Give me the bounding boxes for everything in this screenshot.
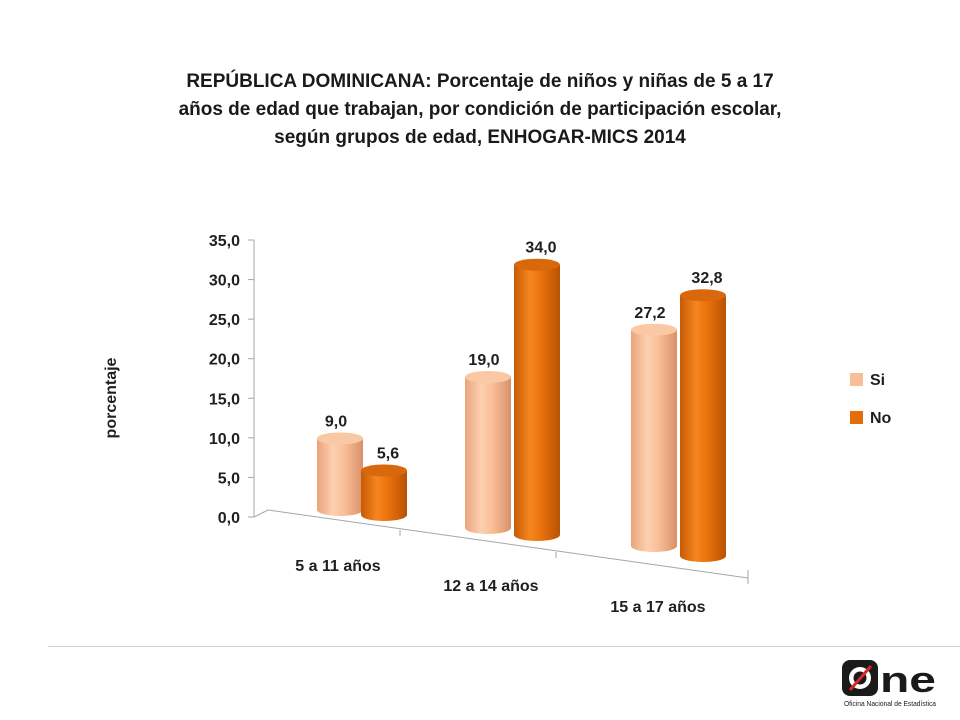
x-category-label: 15 a 17 años: [610, 599, 705, 616]
bar-no: [514, 258, 560, 541]
chart-title-line-1: REPÚBLICA DOMINICANA: Porcentaje de niño…: [186, 71, 774, 92]
legend-swatch-no: [850, 411, 863, 424]
bar-si: [631, 323, 677, 552]
chart-title-line-3: según grupos de edad, ENHOGAR-MICS 2014: [274, 127, 686, 148]
chart-title: REPÚBLICA DOMINICANA: Porcentaje de niño…: [120, 68, 840, 152]
y-tick-label: 30,0: [209, 273, 240, 290]
y-tick-label: 35,0: [209, 233, 240, 250]
data-label: 19,0: [468, 352, 499, 369]
logo-tagline: Oficina Nacional de Estadística: [844, 701, 936, 708]
y-tick-label: 25,0: [209, 312, 240, 329]
bar-no: [361, 464, 407, 521]
data-label: 9,0: [325, 413, 347, 430]
bar-no: [680, 289, 726, 562]
bar-si: [317, 432, 363, 516]
data-label: 32,8: [691, 270, 722, 287]
y-tick-label: 5,0: [218, 470, 240, 487]
floor-edge-back: [253, 509, 269, 518]
legend-label-no: No: [870, 410, 892, 427]
y-axis-label: porcentaje: [103, 357, 120, 438]
one-logo: ne Oficina Nacional de Estadística: [842, 660, 936, 708]
x-category-label: 5 a 11 años: [295, 558, 380, 575]
bar-chart: 0,0 5,0 10,0 15,0 20,0 25,0 30,0 35,0 5 a 11 año…: [103, 233, 892, 616]
data-label: 5,6: [377, 445, 399, 462]
y-tick-label: 0,0: [218, 510, 240, 527]
y-tick-label: 20,0: [209, 352, 240, 369]
data-label: 27,2: [634, 305, 665, 322]
logo-mark: ne: [880, 660, 936, 700]
floor-edge-front: [267, 509, 749, 579]
legend-swatch-si: [850, 373, 863, 386]
footer-divider: [48, 646, 960, 647]
chart-title-line-2: años de edad que trabajan, por condición…: [178, 99, 782, 120]
legend: Si No: [850, 372, 892, 427]
data-label: 34,0: [525, 240, 556, 257]
y-tick-label: 15,0: [209, 391, 240, 408]
legend-label-si: Si: [870, 372, 885, 389]
y-tick-label: 10,0: [209, 431, 240, 448]
bar-si: [465, 370, 511, 534]
x-category-label: 12 a 14 años: [443, 578, 538, 595]
